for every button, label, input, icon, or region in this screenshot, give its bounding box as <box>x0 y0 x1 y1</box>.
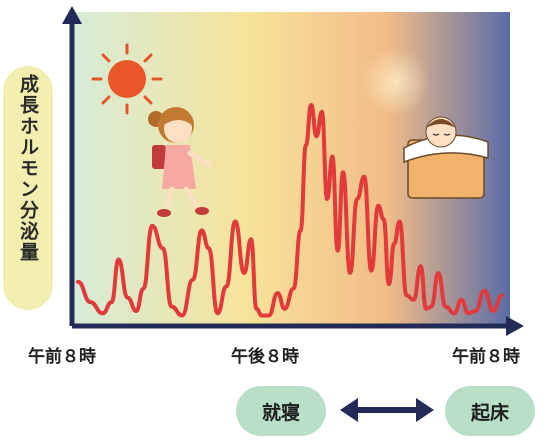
wake-label: 起床 <box>445 386 535 436</box>
girl-walking-icon <box>148 107 211 217</box>
moon-icon <box>362 48 430 116</box>
sleep-label: 就寝 <box>236 386 326 436</box>
x-tick-label: 午後８時 <box>231 347 299 367</box>
x-tick-label: 午前８時 <box>28 347 96 367</box>
x-tick-label: 午前８時 <box>452 347 520 367</box>
series-line <box>76 103 504 318</box>
y-axis-arrow <box>62 6 82 24</box>
x-axis-arrow <box>506 316 524 336</box>
sun-icon <box>91 43 163 115</box>
ylabel-background <box>3 66 53 310</box>
double-arrow-icon <box>340 398 434 422</box>
sleeping-child-icon <box>403 116 489 199</box>
y-axis-label: 成長ホルモン分泌量 <box>17 74 39 263</box>
